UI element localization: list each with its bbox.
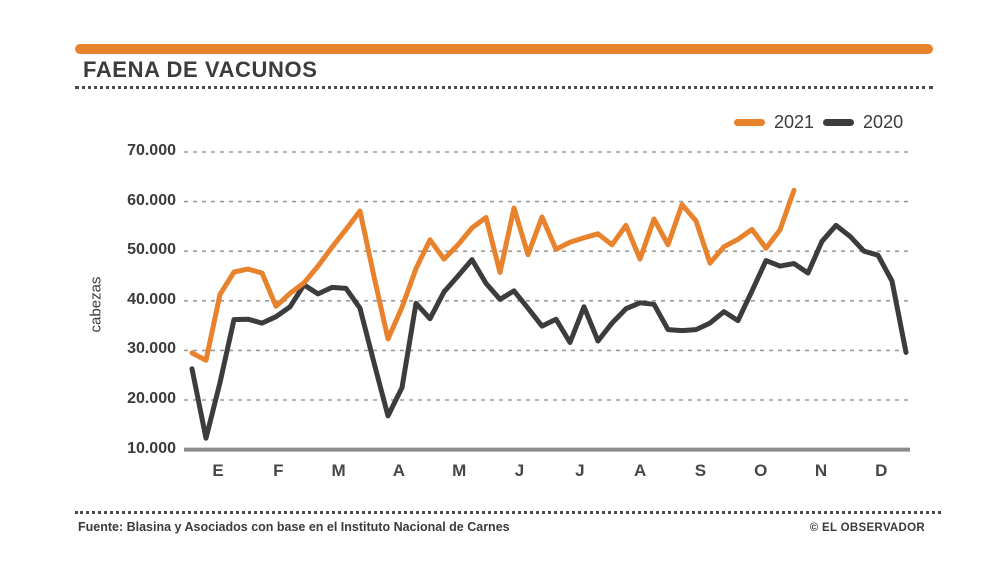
y-tick-label: 40.000: [127, 290, 176, 308]
legend-label-2020: 2020: [863, 112, 904, 132]
x-tick-label-month: F: [273, 461, 284, 480]
title-divider: [75, 86, 933, 89]
y-tick-label: 50.000: [127, 241, 176, 259]
source-text: Fuente: Blasina y Asociados con base en …: [78, 520, 510, 534]
x-tick-label-month: E: [212, 461, 224, 480]
x-tick-label-month: J: [575, 461, 585, 480]
y-tick-label: 20.000: [127, 390, 176, 407]
y-tick-label: 70.000: [127, 142, 176, 159]
x-tick-label-month: M: [331, 461, 346, 480]
series-line-2020: [189, 222, 909, 441]
x-tick-label-month: S: [694, 461, 707, 480]
x-tick-label-month: J: [514, 461, 525, 480]
legend-swatch-2020-icon: [823, 119, 855, 126]
legend-label-2021: 2021: [774, 112, 815, 132]
x-tick-label-month: A: [392, 461, 406, 480]
y-tick-label: 10.000: [127, 439, 176, 457]
accent-bar: [75, 44, 933, 54]
x-tick-label-month: A: [633, 461, 647, 480]
x-tick-label-month: O: [754, 461, 768, 480]
y-tick-label: 30.000: [127, 340, 176, 358]
x-tick-label-month: M: [452, 461, 467, 480]
page-title: FAENA DE VACUNOS: [83, 57, 318, 82]
credit-text: © EL OBSERVADOR: [809, 522, 925, 534]
series-line-2021: [189, 187, 797, 363]
chart-legend: 2021 2020: [734, 112, 903, 133]
legend-swatch-2021-icon: [734, 119, 765, 126]
x-tick-label-month: N: [814, 461, 828, 480]
x-tick-label-month: D: [875, 461, 888, 480]
footer-divider: [75, 511, 941, 514]
y-tick-label: 60.000: [127, 191, 176, 209]
